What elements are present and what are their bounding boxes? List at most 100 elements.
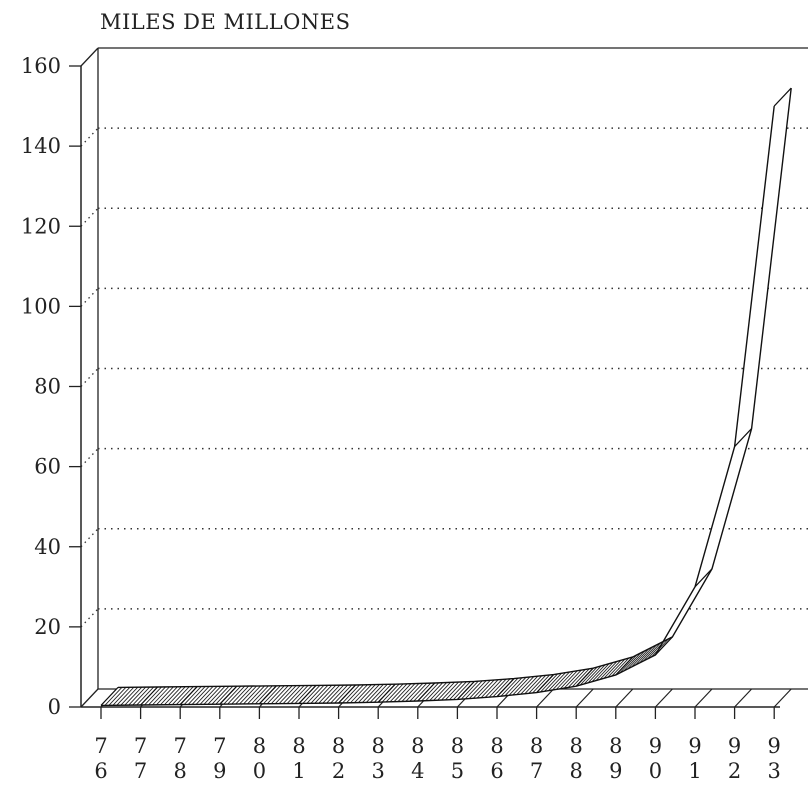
ribbon-texture [476,679,495,699]
ribbon-texture [330,684,349,704]
y-tick-label: 80 [34,375,61,399]
y-tick-label: 120 [21,214,61,238]
ribbon-texture [235,685,253,705]
data-point [258,685,277,705]
ribbon-texture [508,677,527,696]
ribbon-texture [449,681,467,701]
ribbon-texture [369,684,388,703]
ribbon-texture [302,685,321,704]
data-point [536,674,555,693]
data-point [100,686,119,706]
ribbon-texture [167,686,186,706]
data-point [773,87,792,107]
floor-hatch [654,688,673,708]
ribbon-texture [310,684,329,704]
ribbon-texture [373,683,392,703]
ribbon-texture [120,686,139,706]
ribbon-texture [520,675,539,695]
gridlines [80,127,808,628]
ribbon-texture [567,669,586,688]
ribbon-texture [587,664,606,684]
data-point [694,568,713,588]
ribbon-texture [393,683,412,703]
ribbon-texture [195,686,214,705]
ribbon-texture [322,684,341,704]
ribbon-texture [294,685,313,704]
ribbon-texture [639,644,657,664]
ribbon-texture [500,677,519,697]
data-point [298,684,317,704]
ribbon-texture [350,684,368,704]
ribbon-texture [148,686,166,706]
ribbon-texture [484,679,503,698]
ribbon-texture [207,686,226,705]
ribbon-texture [441,681,459,701]
ribbon-texture [334,684,352,704]
ribbon-texture [445,681,463,701]
ribbon-texture [579,666,598,686]
y-tick-label: 160 [21,54,61,78]
ribbon-texture [532,674,550,694]
ribbon-texture [362,684,380,703]
ribbon-texture [619,654,638,674]
ribbon-texture [278,685,297,704]
ribbon-texture [223,685,242,705]
ribbon-texture [342,684,360,704]
ribbon-texture [136,686,154,706]
ribbon-texture [326,684,345,704]
side-wall-top-edge [80,47,99,67]
ribbon-texture [152,686,170,706]
ribbon-texture [255,685,273,705]
data-point [654,636,673,656]
ribbon-texture [175,686,194,705]
ribbon-texture [433,682,451,701]
ribbon-texture [270,685,289,704]
ribbon-texture [571,668,590,688]
ribbon-texture [591,663,610,682]
side-gridline [80,207,99,227]
ribbon-texture [468,680,487,699]
ribbon-texture [421,682,440,702]
ribbon-texture [290,685,309,704]
data-point [377,683,396,703]
floor-hatch [694,688,713,708]
ribbon-texture [623,652,642,672]
ribbon-texture [187,686,206,705]
series-line-back [117,87,792,689]
ribbon-texture [425,682,444,701]
ribbon-texture [354,684,372,703]
y-tick-labels: 0 20 40 60 80 100 120 140 160 [21,54,61,719]
ribbon-texture [631,648,649,668]
ribbon-texture [263,685,281,705]
data-point [140,686,159,706]
y-tick-label: 40 [34,535,61,559]
ribbon-texture [504,677,523,697]
ribbon-texture [231,685,250,705]
ribbon-texture [306,685,325,704]
ribbon-texture [112,686,131,706]
ribbon-texture [365,684,384,703]
ribbon-texture [611,657,630,677]
ribbon-texture [160,686,178,706]
ribbon-texture [203,686,222,705]
y-tick-label: 20 [34,615,61,639]
data-point [338,684,357,704]
ribbon-texture [480,679,499,699]
side-gridline [80,287,99,307]
ribbon-texture [266,685,285,705]
ribbon-texture [156,686,174,706]
ribbon-texture [472,679,491,699]
ribbon-texture [595,662,614,681]
ribbon-texture [583,665,602,685]
y-axis-unit-label: MILES DE MILLONES [100,10,351,34]
ribbon-texture [556,671,574,690]
ribbon-texture [239,685,257,705]
